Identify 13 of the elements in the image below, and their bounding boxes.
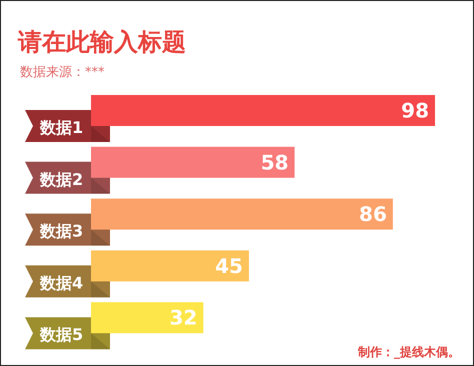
y-tick-label: 数据1 bbox=[39, 118, 84, 137]
y-tick-label: 数据3 bbox=[39, 222, 84, 241]
annotation: 制作：_提线木偶。 bbox=[357, 345, 460, 359]
y-tick-label: 数据4 bbox=[39, 273, 84, 292]
data-label: 45 bbox=[215, 254, 243, 278]
chart-title: 请在此输入标题 bbox=[17, 28, 186, 56]
data-label: 98 bbox=[401, 98, 429, 122]
data-label: 86 bbox=[359, 202, 387, 226]
data-label: 58 bbox=[260, 150, 289, 174]
y-tick-label: 数据5 bbox=[39, 325, 84, 344]
data-label: 32 bbox=[169, 306, 198, 330]
y-tick-label: 数据2 bbox=[39, 170, 84, 189]
chart-subtitle: 数据来源：*** bbox=[20, 65, 105, 80]
